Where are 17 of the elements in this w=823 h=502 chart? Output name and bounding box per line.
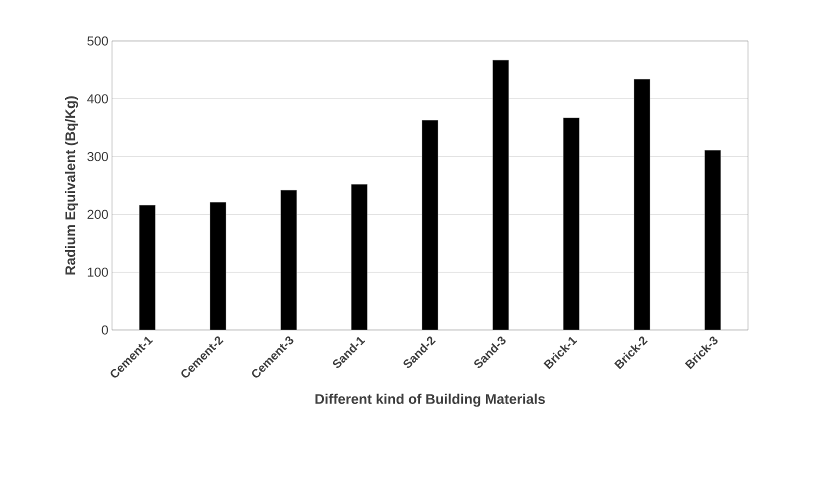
bar — [492, 60, 509, 330]
y-axis-title: Radium Equivalent (Bq/Kg) — [64, 96, 78, 274]
bar — [351, 184, 368, 330]
bar — [139, 204, 156, 330]
x-axis-title: Different kind of Building Materials — [315, 394, 545, 407]
y-tick-label: 100 — [88, 268, 108, 277]
bar — [422, 120, 438, 330]
y-tick-label: 200 — [88, 210, 108, 219]
bar — [210, 202, 226, 330]
y-tick-label: 500 — [87, 36, 108, 46]
bar — [704, 150, 721, 330]
bar — [280, 190, 297, 330]
y-tick-label: 0 — [102, 325, 108, 335]
bar — [634, 78, 650, 330]
y-tick-label: 300 — [87, 152, 108, 162]
bar — [563, 118, 580, 330]
y-tick-label: 400 — [87, 94, 108, 104]
